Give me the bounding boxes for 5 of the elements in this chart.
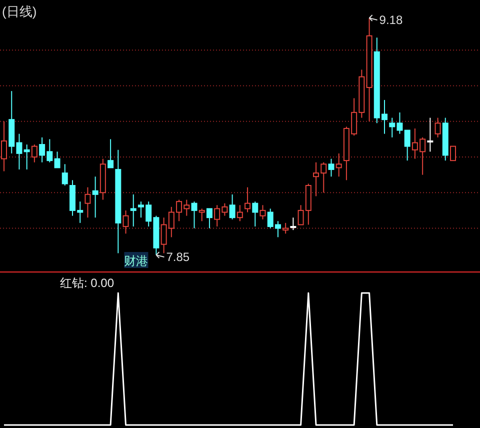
annotation: 财港	[124, 254, 148, 268]
chart-title: (日线)	[2, 4, 37, 19]
annotation: 9.18	[379, 13, 403, 27]
annotation: 7.85	[166, 250, 190, 264]
chart-title: 红钻: 0.00	[60, 276, 114, 290]
